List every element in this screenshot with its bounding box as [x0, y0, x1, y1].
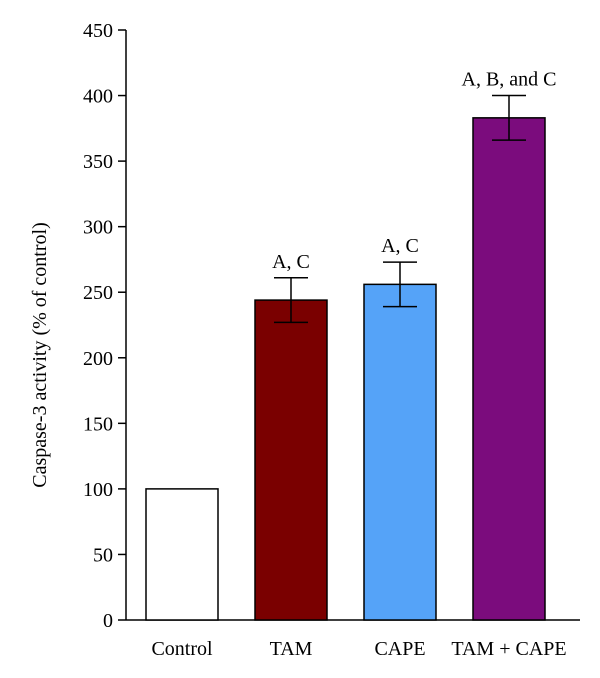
y-tick-label: 300 — [83, 217, 113, 239]
category-label: Control — [151, 638, 213, 660]
y-tick-label: 100 — [83, 479, 113, 501]
bar-annotation: A, B, and C — [462, 69, 557, 91]
category-label: TAM + CAPE — [451, 638, 566, 660]
error-bars — [274, 94, 526, 324]
y-axis-title: Caspase-3 activity (% of control) — [29, 222, 51, 487]
bar-annotations: A, C A, C A, B, and C — [272, 69, 556, 273]
y-tick-label: 50 — [93, 544, 113, 566]
bar-cape — [363, 283, 437, 621]
bar-annotation: A, C — [381, 235, 419, 257]
category-labels: Control TAM CAPE TAM + CAPE — [151, 638, 566, 660]
y-tick-label: 450 — [83, 20, 113, 42]
y-axis-ticks: 0 50 100 150 200 250 300 350 400 450 — [83, 20, 126, 632]
y-tick-label: 350 — [83, 151, 113, 173]
y-tick-label: 400 — [83, 86, 113, 108]
y-tick-label: 150 — [83, 413, 113, 435]
y-tick-label: 0 — [103, 610, 113, 632]
y-tick-label: 200 — [83, 348, 113, 370]
bar-tam — [254, 299, 328, 621]
bar-annotation: A, C — [272, 251, 310, 273]
bar-control — [145, 488, 219, 621]
category-label: TAM — [270, 638, 313, 660]
y-tick-label: 250 — [83, 282, 113, 304]
category-label: CAPE — [374, 638, 425, 660]
bars — [145, 117, 546, 621]
bar-tam-cape — [472, 117, 546, 621]
